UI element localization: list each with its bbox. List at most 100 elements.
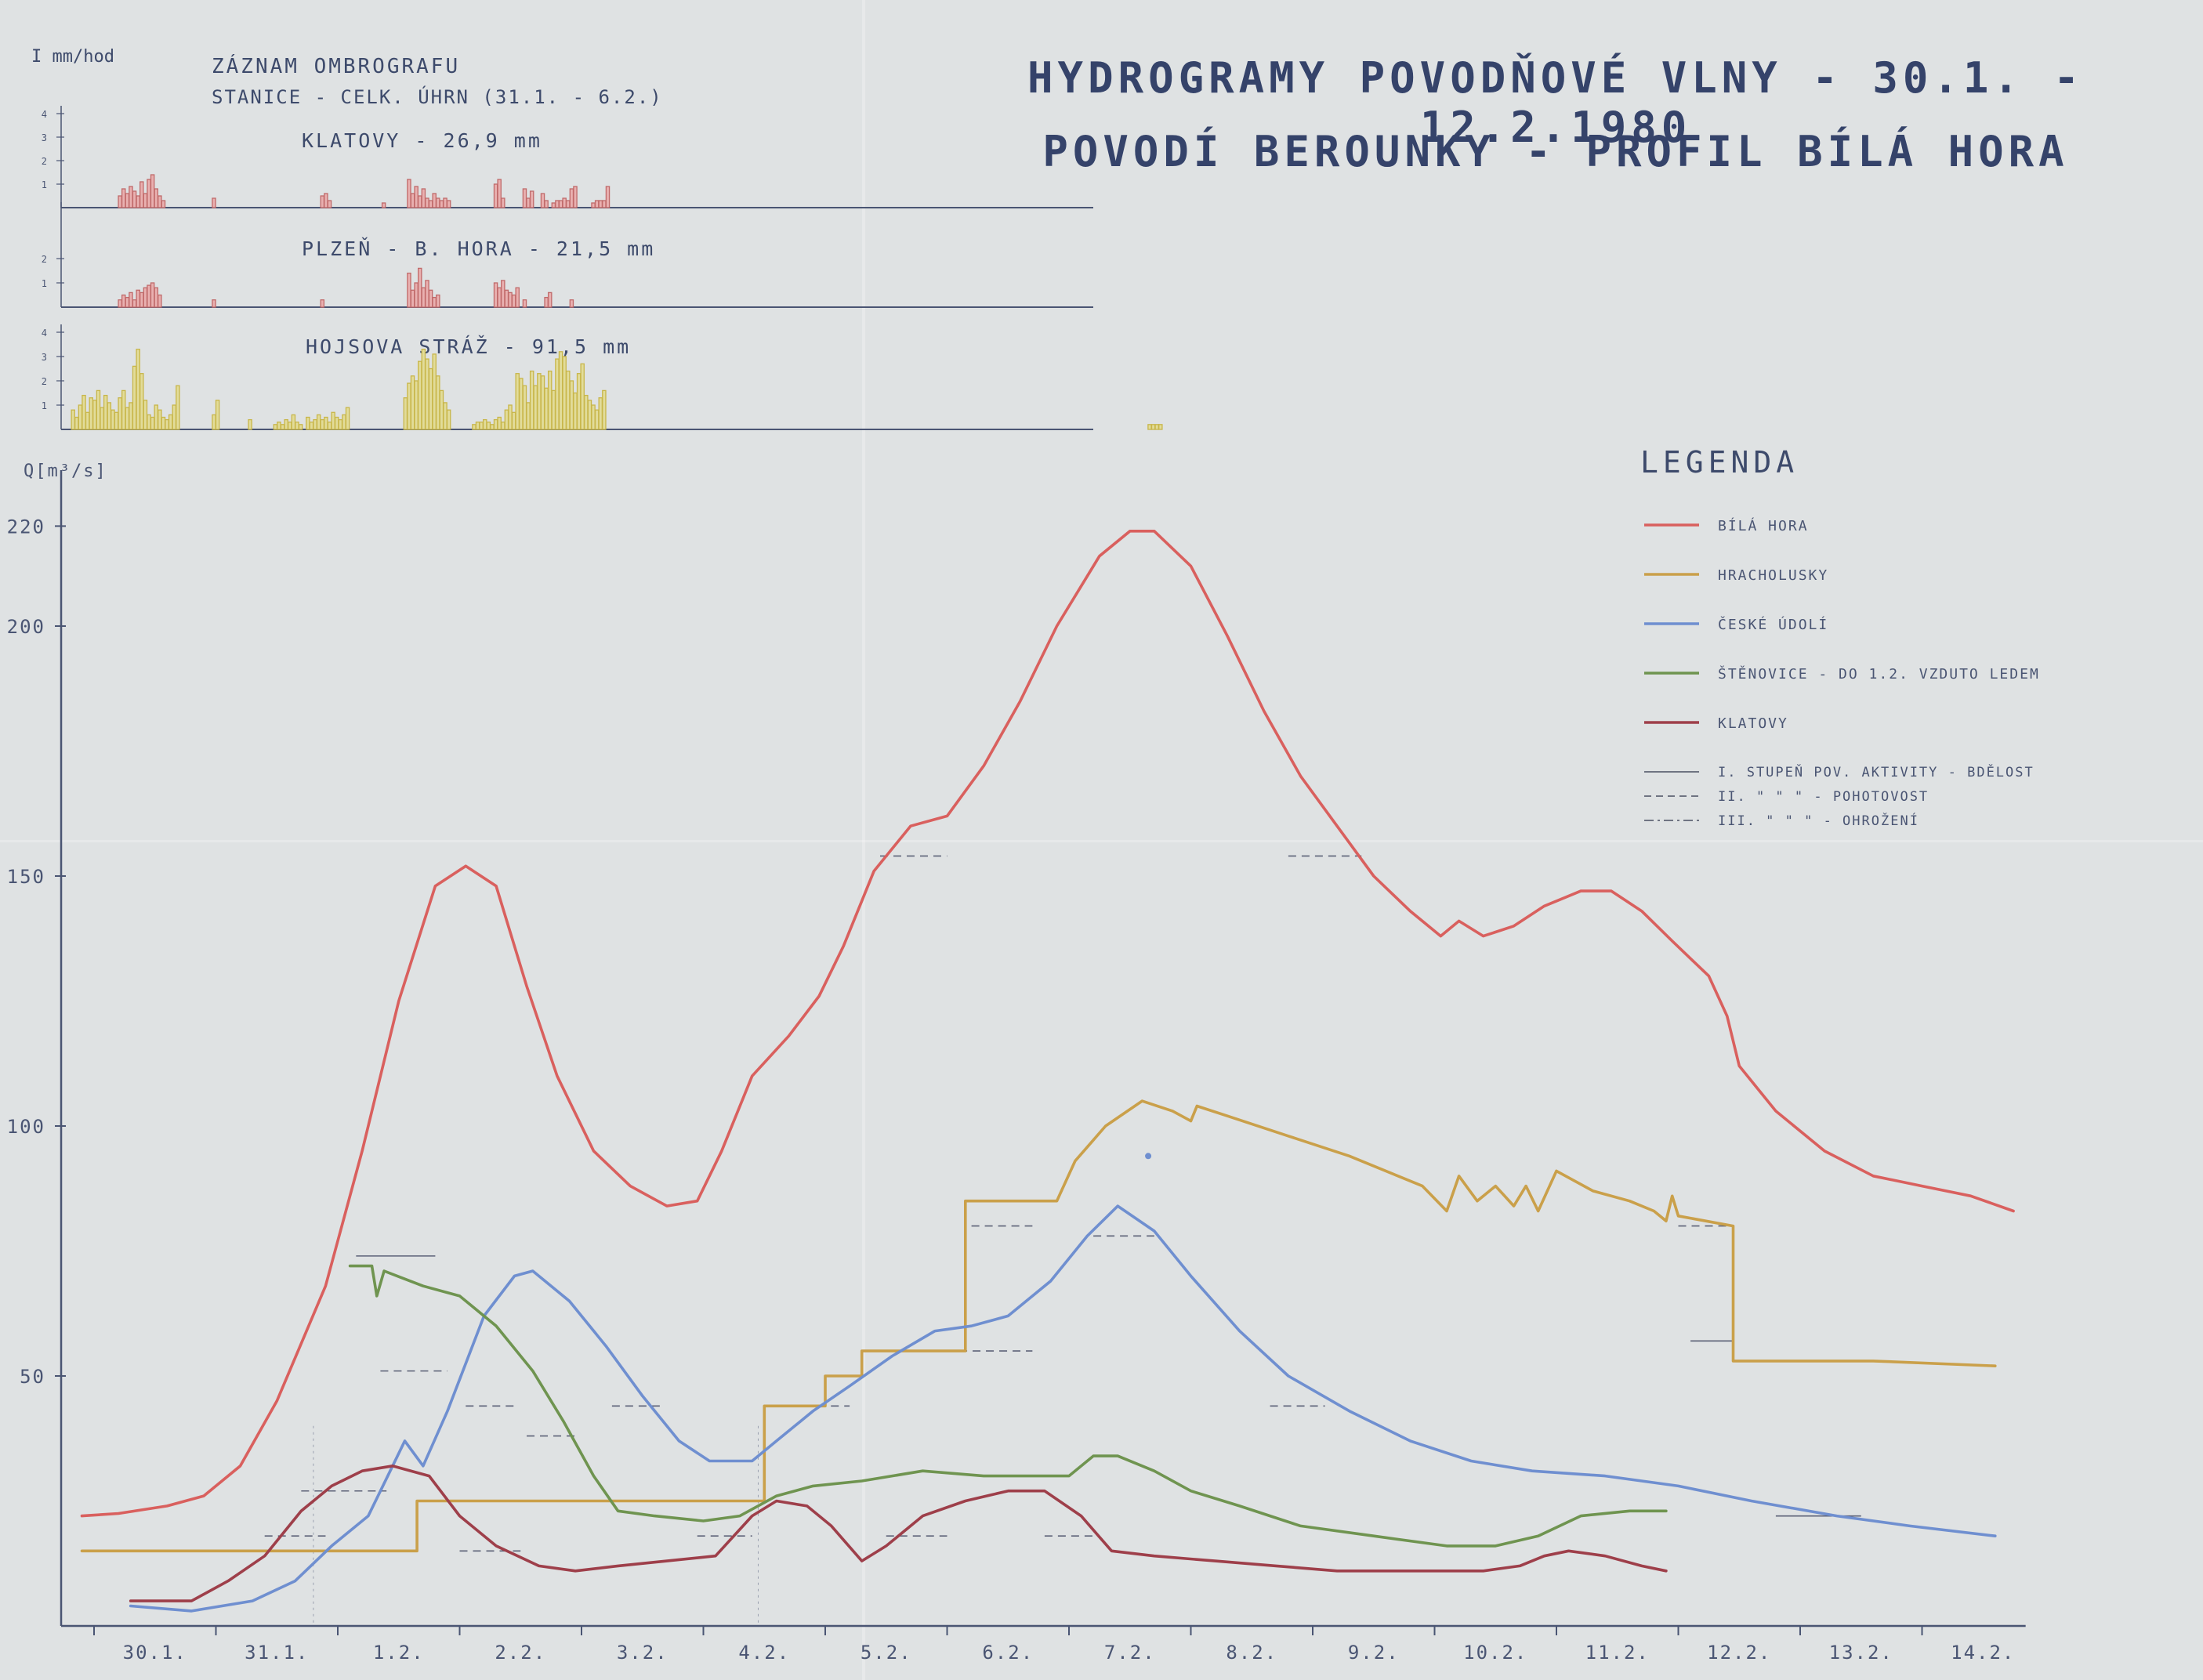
rain-bar xyxy=(1158,424,1163,430)
rain-bar xyxy=(511,411,516,430)
rain-bar xyxy=(418,360,422,430)
rain-bar xyxy=(129,402,133,430)
y-tick-label: 200 xyxy=(7,616,45,638)
rain-bar xyxy=(407,382,411,430)
rain-bar xyxy=(591,404,596,430)
rain-bar xyxy=(100,407,104,430)
legend-label: BÍLÁ HORA xyxy=(1718,517,1809,534)
rain-bar xyxy=(345,407,350,430)
rain-bar xyxy=(446,409,451,430)
rain-bar xyxy=(551,202,556,208)
annotation-dot xyxy=(1145,1153,1152,1160)
rain-bar xyxy=(139,181,144,208)
rain-bar xyxy=(508,291,513,308)
rain-bar xyxy=(410,289,415,308)
rain-tick-label: 2 xyxy=(42,376,49,387)
rain-bar xyxy=(136,195,140,208)
x-tick-label: 14.2. xyxy=(1951,1642,2015,1664)
rain-bar xyxy=(161,200,166,208)
rain-bar xyxy=(598,397,603,430)
rain-bar xyxy=(132,190,137,208)
rain-bar xyxy=(504,409,509,430)
rain-bar xyxy=(533,385,538,430)
rain-bar xyxy=(158,195,162,208)
rain-bar xyxy=(472,424,476,430)
rain-bar xyxy=(280,424,285,430)
x-tick-label: 1.2. xyxy=(373,1642,425,1664)
y-tick-label: 150 xyxy=(7,866,45,888)
rain-bar xyxy=(547,370,553,430)
rain-bar xyxy=(511,294,516,308)
rain-tick-label: 1 xyxy=(42,179,49,190)
rain-bar xyxy=(71,409,75,430)
rain-bar xyxy=(327,422,332,430)
legend-label: ČESKÉ ÚDOLÍ xyxy=(1718,616,1828,633)
rain-bar xyxy=(248,418,252,430)
rain-bar xyxy=(418,267,422,308)
rain-bar xyxy=(273,424,278,430)
rain-bar xyxy=(501,197,505,208)
y-axis-label: Q[m³/s] xyxy=(24,462,107,481)
rain-bar xyxy=(291,414,296,430)
rain-bar xyxy=(309,422,314,430)
rain-bar xyxy=(479,422,484,430)
rain-bar xyxy=(414,380,418,430)
rain-bar xyxy=(522,385,527,430)
series-line-2 xyxy=(129,1204,1997,1613)
rain-bar xyxy=(118,195,122,208)
x-tick-label: 12.2. xyxy=(1707,1642,1771,1664)
rain-bar xyxy=(519,378,524,430)
rain-bar xyxy=(425,197,429,208)
rain-bar xyxy=(547,291,553,308)
rain-bar xyxy=(147,284,151,308)
rain-bar xyxy=(418,195,422,208)
rain-bar xyxy=(443,402,447,430)
rain-bar xyxy=(168,414,173,430)
rain-bar xyxy=(154,188,158,208)
rain-bar xyxy=(338,418,343,430)
rain-bar xyxy=(158,409,162,430)
rain-bar xyxy=(74,416,79,430)
rain-tick-label: 4 xyxy=(42,328,49,339)
rain-bar xyxy=(551,389,556,430)
rain-bar xyxy=(129,291,133,308)
x-tick-label: 31.1. xyxy=(245,1642,309,1664)
rain-tick-label: 1 xyxy=(42,400,49,411)
rain-bar xyxy=(107,402,112,430)
rain-bar xyxy=(569,299,574,308)
rain-bar xyxy=(573,392,578,430)
rain-bar xyxy=(443,197,447,208)
rain-bar xyxy=(327,200,332,208)
rain-bar xyxy=(421,188,426,208)
rain-bar xyxy=(591,202,596,208)
rain-bar xyxy=(154,404,158,430)
rain-bar xyxy=(288,422,292,430)
series-line-0 xyxy=(80,530,2015,1518)
rain-bar xyxy=(428,289,433,308)
rain-bar xyxy=(150,174,155,208)
rain-bar xyxy=(136,349,140,430)
x-tick-label: 3.2. xyxy=(617,1642,669,1664)
rain-bar xyxy=(121,389,126,430)
rain-bar xyxy=(316,414,321,430)
rain-bar xyxy=(486,422,491,430)
rain-bar xyxy=(85,411,90,430)
page-title: HYDROGRAMY POVODŇOVÉ VLNY - 30.1. - 12.2… xyxy=(1027,53,2084,152)
rain-bar xyxy=(121,188,126,208)
ombrograf-header: ZÁZNAM OMBROGRAFU xyxy=(212,55,461,78)
rain-bar xyxy=(132,365,137,430)
rain-bar xyxy=(172,404,177,430)
rain-bar xyxy=(1147,424,1152,430)
rain-bar xyxy=(165,418,169,430)
rain-bar xyxy=(490,424,495,430)
rain-tick-label: 3 xyxy=(42,132,49,143)
rain-bar xyxy=(125,407,130,430)
rain-bar xyxy=(1150,424,1156,430)
rain-bar xyxy=(562,356,567,430)
rain-tick-label: 1 xyxy=(42,278,49,289)
rain-bar xyxy=(594,409,600,430)
rain-bar xyxy=(421,287,426,308)
rain-bar xyxy=(129,186,133,208)
rain-bar xyxy=(526,402,531,430)
